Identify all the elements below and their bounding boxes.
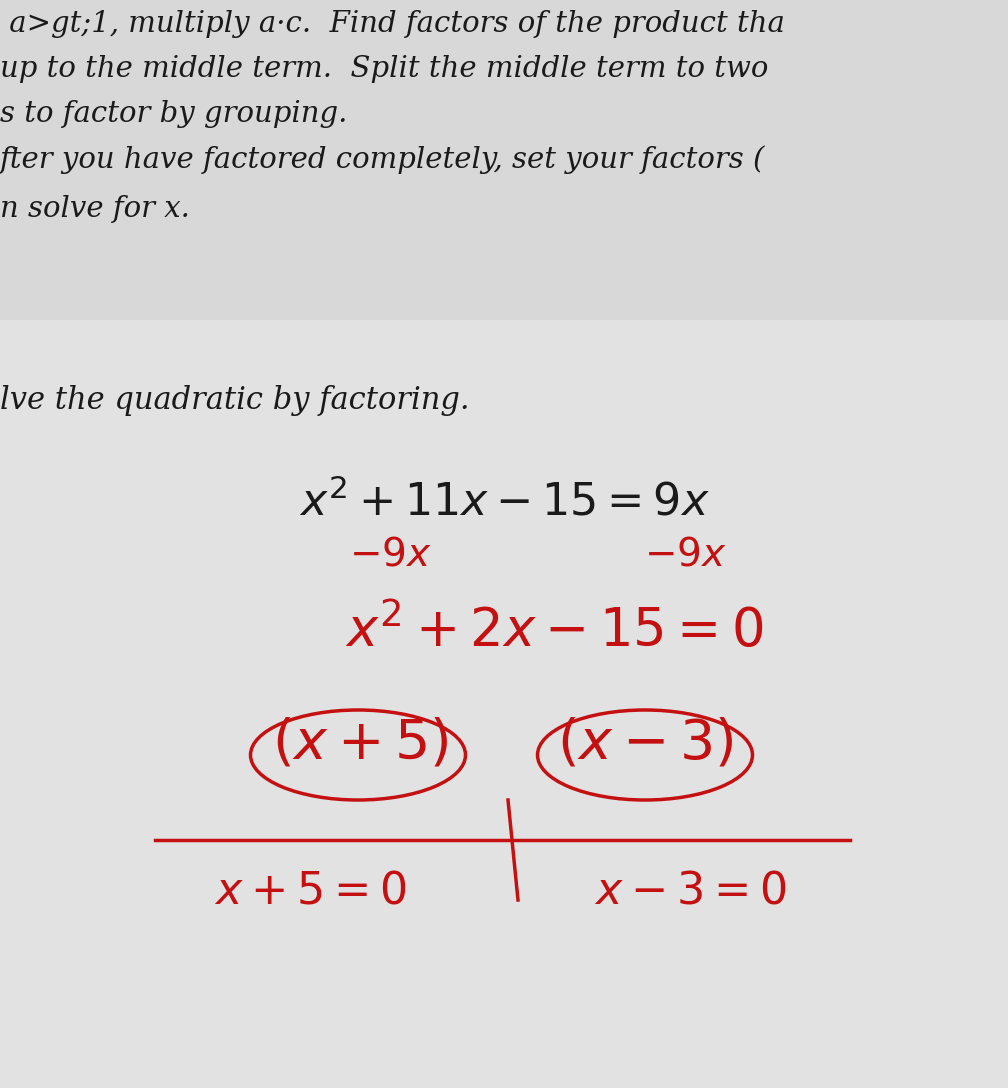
Text: $(x-3)$: $(x-3)$ [556, 715, 734, 770]
Text: s to factor by grouping.: s to factor by grouping. [0, 100, 348, 128]
Text: $x - 3 = 0$: $x - 3 = 0$ [594, 870, 786, 913]
Text: n solve for x.: n solve for x. [0, 195, 190, 223]
Text: lve the quadratic by factoring.: lve the quadratic by factoring. [0, 385, 470, 416]
Text: $x^2 + 11x - 15 = 9x$: $x^2 + 11x - 15 = 9x$ [298, 480, 710, 524]
Text: $x + 5 = 0$: $x + 5 = 0$ [214, 870, 406, 913]
Text: $-9x$: $-9x$ [644, 535, 727, 573]
Bar [0, 320, 1008, 1088]
Text: up to the middle term.  Split the middle term to two: up to the middle term. Split the middle … [0, 55, 768, 83]
Text: $(x+5)$: $(x+5)$ [271, 715, 449, 770]
Text: fter you have factored completely, set your factors (: fter you have factored completely, set y… [0, 145, 765, 174]
Text: a>gt;1, multiply a·c.  Find factors of the product tha: a>gt;1, multiply a·c. Find factors of th… [0, 10, 785, 38]
Text: $x^2 + 2x - 15 = 0$: $x^2 + 2x - 15 = 0$ [345, 605, 763, 658]
Text: $-9x$: $-9x$ [349, 535, 431, 573]
